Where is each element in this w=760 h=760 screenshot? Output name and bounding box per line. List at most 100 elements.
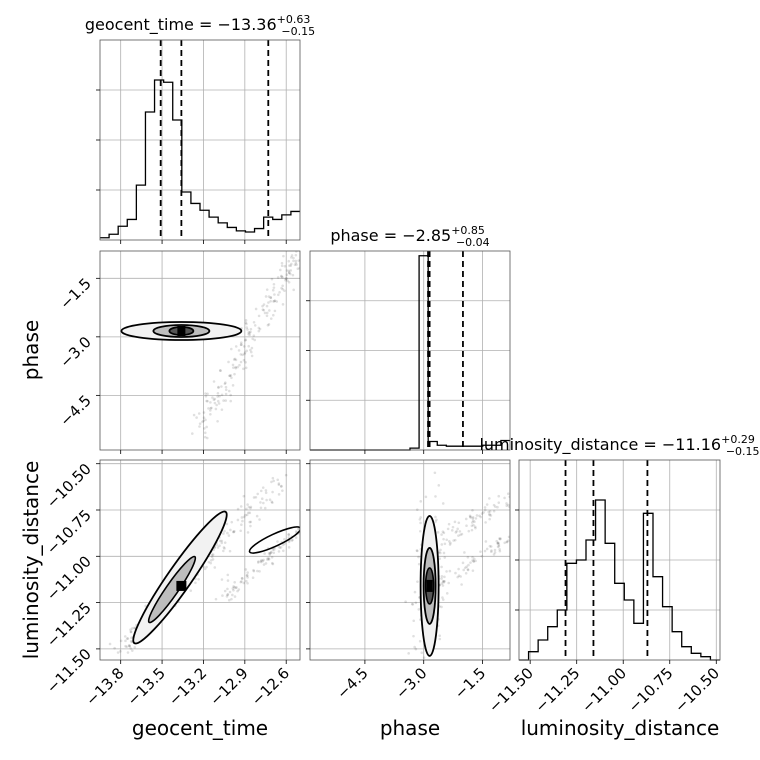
sample-point xyxy=(447,581,451,585)
sample-point xyxy=(485,547,489,551)
sample-point xyxy=(108,642,112,646)
title-equals: = xyxy=(379,226,403,245)
sample-point xyxy=(442,581,445,584)
sample-point xyxy=(306,514,309,517)
sample-point xyxy=(224,388,228,392)
sample-point xyxy=(515,487,518,490)
sample-point xyxy=(197,577,200,581)
sample-point xyxy=(230,347,233,351)
sample-point xyxy=(445,570,448,573)
sample-point xyxy=(209,401,212,404)
sample-point xyxy=(489,514,493,517)
sample-point xyxy=(232,530,235,534)
sample-point xyxy=(289,272,292,276)
sample-point xyxy=(211,558,215,561)
sample-point xyxy=(488,510,492,513)
sample-point xyxy=(435,518,438,522)
sample-point xyxy=(218,394,221,398)
sample-point xyxy=(247,332,250,336)
sample-point xyxy=(287,271,291,274)
sample-point xyxy=(203,435,207,439)
sample-point xyxy=(269,299,272,303)
sample-point xyxy=(487,510,490,514)
sample-point xyxy=(283,537,286,541)
sample-point xyxy=(272,548,276,551)
sample-point xyxy=(453,520,457,524)
sample-point xyxy=(125,645,129,649)
sample-point xyxy=(466,568,470,572)
sample-point xyxy=(209,412,212,416)
sample-point xyxy=(221,594,224,597)
sample-point xyxy=(490,549,493,552)
title-median: −11.16 xyxy=(662,435,721,454)
sample-point xyxy=(218,544,221,548)
sample-point xyxy=(285,277,288,280)
sample-point xyxy=(508,505,510,509)
sample-point xyxy=(287,280,291,284)
sample-point xyxy=(470,524,474,528)
sample-point xyxy=(229,528,232,532)
sample-point xyxy=(243,339,247,342)
sample-point xyxy=(459,533,462,537)
sample-point xyxy=(206,392,209,396)
sample-point xyxy=(482,511,485,514)
sample-point xyxy=(507,535,510,539)
y-tick-label: −11.50 xyxy=(43,645,95,697)
sample-point xyxy=(253,338,257,342)
sample-point xyxy=(303,526,306,529)
sample-point xyxy=(242,367,245,371)
sample-point xyxy=(245,326,249,329)
title-geocent_time: geocent_time = −13.36+0.63 −0.15 xyxy=(85,13,315,38)
sample-point xyxy=(129,630,133,634)
sample-point xyxy=(454,571,457,575)
sample-point xyxy=(128,645,131,648)
sample-point xyxy=(220,385,223,388)
title-plus: +0.63 xyxy=(277,13,311,26)
sample-point xyxy=(129,647,133,650)
sample-point xyxy=(472,557,476,561)
density-contours xyxy=(419,515,440,657)
sample-point xyxy=(295,263,298,266)
sample-point xyxy=(258,570,261,573)
sample-point xyxy=(205,565,208,569)
sample-point xyxy=(438,637,442,641)
sample-point xyxy=(197,412,201,415)
sample-point xyxy=(280,484,283,488)
sample-point xyxy=(246,328,249,331)
sample-point xyxy=(223,529,226,533)
sample-point xyxy=(443,556,447,559)
sample-point xyxy=(220,393,224,397)
sample-point xyxy=(449,541,452,545)
sample-point xyxy=(269,317,273,320)
sample-point xyxy=(144,604,147,608)
sample-point xyxy=(244,360,247,364)
sample-point xyxy=(293,263,297,267)
sample-point xyxy=(457,574,461,578)
sample-point xyxy=(130,627,134,630)
sample-point xyxy=(224,381,227,385)
panel-frame xyxy=(99,250,301,451)
sample-point xyxy=(124,644,127,648)
sample-point xyxy=(251,337,254,341)
sample-point xyxy=(227,534,231,537)
sample-point xyxy=(234,365,237,369)
sample-point xyxy=(269,551,273,554)
sample-point xyxy=(265,311,269,315)
sample-point xyxy=(505,502,508,505)
sample-point xyxy=(418,529,422,533)
sample-point xyxy=(467,563,470,567)
sample-point xyxy=(279,485,283,488)
sample-point xyxy=(244,338,248,341)
sample-point xyxy=(216,399,220,403)
sample-point xyxy=(272,300,275,303)
sample-point xyxy=(202,411,206,414)
sample-point xyxy=(248,331,251,335)
sample-point xyxy=(251,576,255,580)
sample-point xyxy=(418,518,422,521)
sample-point xyxy=(259,501,262,504)
sample-point xyxy=(458,530,462,533)
sample-point xyxy=(232,588,235,592)
sample-point xyxy=(229,374,233,377)
sample-point xyxy=(280,261,284,265)
sample-point xyxy=(131,649,134,652)
